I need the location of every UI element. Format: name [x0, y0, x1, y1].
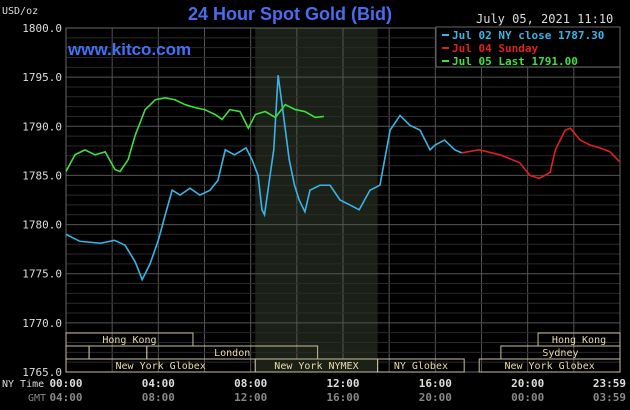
y-tick-label: 1795.0 — [22, 71, 62, 84]
chart-title: 24 Hour Spot Gold (Bid) — [188, 4, 392, 24]
session-label: Hong Kong — [102, 335, 156, 346]
session-label: New York Globex — [504, 361, 594, 372]
x-tick-label: 08:00 — [234, 377, 267, 390]
x-tick-label: 16:00 — [326, 391, 359, 404]
x-tick-label: 20:00 — [511, 377, 544, 390]
x-tick-label: 03:59 — [593, 391, 626, 404]
y-tick-label: 1800.0 — [22, 22, 62, 35]
y-tick-label: 1770.0 — [22, 317, 62, 330]
x-tick-label: 23:59 — [593, 377, 626, 390]
x-tick-label: 04:00 — [49, 391, 82, 404]
x-tick-label: 00:00 — [511, 391, 544, 404]
y-axis-unit: USD/oz — [2, 6, 39, 17]
y-tick-label: 1780.0 — [22, 219, 62, 232]
series-line-0 — [65, 75, 463, 282]
session-label: New York Globex — [115, 361, 205, 372]
y-tick-label: 1790.0 — [22, 120, 62, 133]
x-axis-row-label: GMT — [28, 393, 46, 404]
y-tick-label: 1775.0 — [22, 268, 62, 281]
nymex-highlight — [255, 28, 378, 372]
session-bar — [377, 358, 465, 373]
y-tick-label: 1765.0 — [22, 366, 62, 379]
session-label: London — [214, 348, 250, 359]
timestamp: July 05, 2021 11:10 — [476, 12, 614, 26]
y-tick-label: 1785.0 — [22, 169, 62, 182]
x-tick-label: 12:00 — [326, 377, 359, 390]
session-label: Hong Kong — [552, 335, 606, 346]
legend-box — [435, 26, 621, 68]
watermark: www.kitco.com — [68, 40, 192, 59]
x-tick-label: 20:00 — [419, 391, 452, 404]
x-tick-label: 12:00 — [234, 391, 267, 404]
x-tick-label: 16:00 — [419, 377, 452, 390]
session-label: Sydney — [542, 348, 578, 359]
legend-entry: Jul 04 Sunday — [452, 42, 538, 55]
x-tick-label: 00:00 — [49, 377, 82, 390]
legend-entry: Jul 05 Last 1791.00 — [452, 55, 578, 68]
x-tick-label: 08:00 — [142, 391, 175, 404]
x-axis-row-label: NY Time — [2, 379, 44, 390]
series-line-1 — [461, 127, 621, 180]
session-label: New York NYMEX — [274, 361, 358, 372]
session-label: NY Globex — [394, 361, 448, 372]
series-line-2 — [65, 96, 324, 173]
x-tick-label: 04:00 — [142, 377, 175, 390]
legend-entry: Jul 02 NY close 1787.30 — [452, 29, 604, 42]
session-bar — [478, 358, 621, 373]
